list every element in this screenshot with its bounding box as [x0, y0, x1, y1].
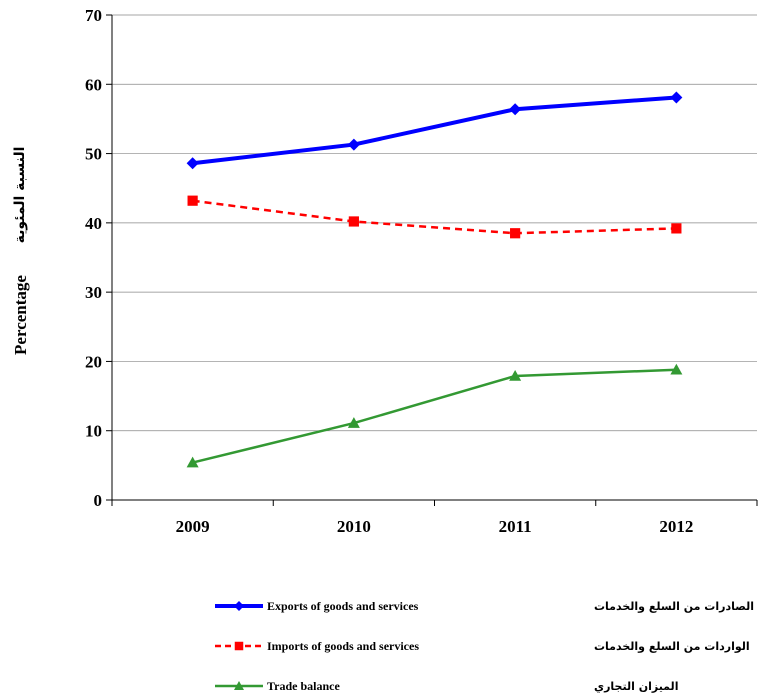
legend-item-2: Imports of goods and services الواردات من… [215, 639, 750, 653]
legend: Exports of goods and services الصادرات من… [215, 599, 754, 693]
data-point [509, 369, 522, 381]
x-tick-label: 2011 [499, 517, 532, 536]
y-axis-label-arabic: النسبة المئوية [12, 147, 28, 244]
series-line [192, 95, 677, 166]
x-tick-label: 2010 [337, 517, 371, 536]
x-tick-labels: 2009 2010 2011 2012 [176, 517, 694, 536]
data-point [670, 91, 683, 104]
y-tick-label: 50 [85, 145, 102, 164]
legend-label: Imports of goods and services [267, 639, 419, 653]
data-point [186, 456, 199, 468]
y-tick-label: 60 [85, 75, 102, 94]
data-point [510, 228, 521, 239]
legend-swatch-marker [234, 681, 244, 690]
series-1 [186, 91, 683, 170]
x-tick-label: 2009 [176, 517, 210, 536]
legend-label: Exports of goods and services [267, 599, 419, 613]
series-line [192, 368, 677, 464]
data-point [347, 138, 360, 151]
series-group [186, 91, 683, 468]
legend-swatch-marker [234, 601, 244, 611]
legend-label: Trade balance [267, 679, 340, 693]
data-point [509, 103, 522, 116]
gridlines [112, 14, 757, 432]
series-line [192, 199, 677, 235]
y-tick-label: 30 [85, 283, 102, 302]
data-point [347, 417, 360, 428]
y-tick-labels: 0 10 20 30 40 50 60 70 [85, 6, 102, 510]
y-axis-label: Percentage [11, 275, 30, 355]
legend-swatch-marker [234, 641, 244, 651]
y-tick-label: 0 [94, 491, 103, 510]
x-tick-label: 2012 [659, 517, 693, 536]
data-point [671, 223, 682, 234]
data-point [187, 195, 198, 206]
axes [106, 14, 758, 506]
legend-item-1: Exports of goods and services الصادرات من… [215, 599, 754, 613]
y-tick-label: 70 [85, 6, 102, 25]
legend-label-arabic: الصادرات من السلع والخدمات [594, 600, 754, 613]
data-point [348, 216, 359, 227]
series-3 [186, 363, 683, 468]
y-tick-label: 20 [85, 352, 102, 371]
y-axis-labels: Percentage النسبة المئوية [11, 147, 30, 355]
y-tick-label: 10 [85, 422, 102, 441]
legend-label-arabic: الميزان التجاري [594, 680, 678, 693]
data-point [186, 157, 199, 170]
data-point [670, 363, 683, 375]
y-tick-label: 40 [85, 214, 102, 233]
series-2 [187, 195, 682, 239]
legend-label-arabic: الواردات من السلع والخدمات [594, 640, 750, 653]
legend-item-3: Trade balance الميزان التجاري [215, 679, 678, 693]
